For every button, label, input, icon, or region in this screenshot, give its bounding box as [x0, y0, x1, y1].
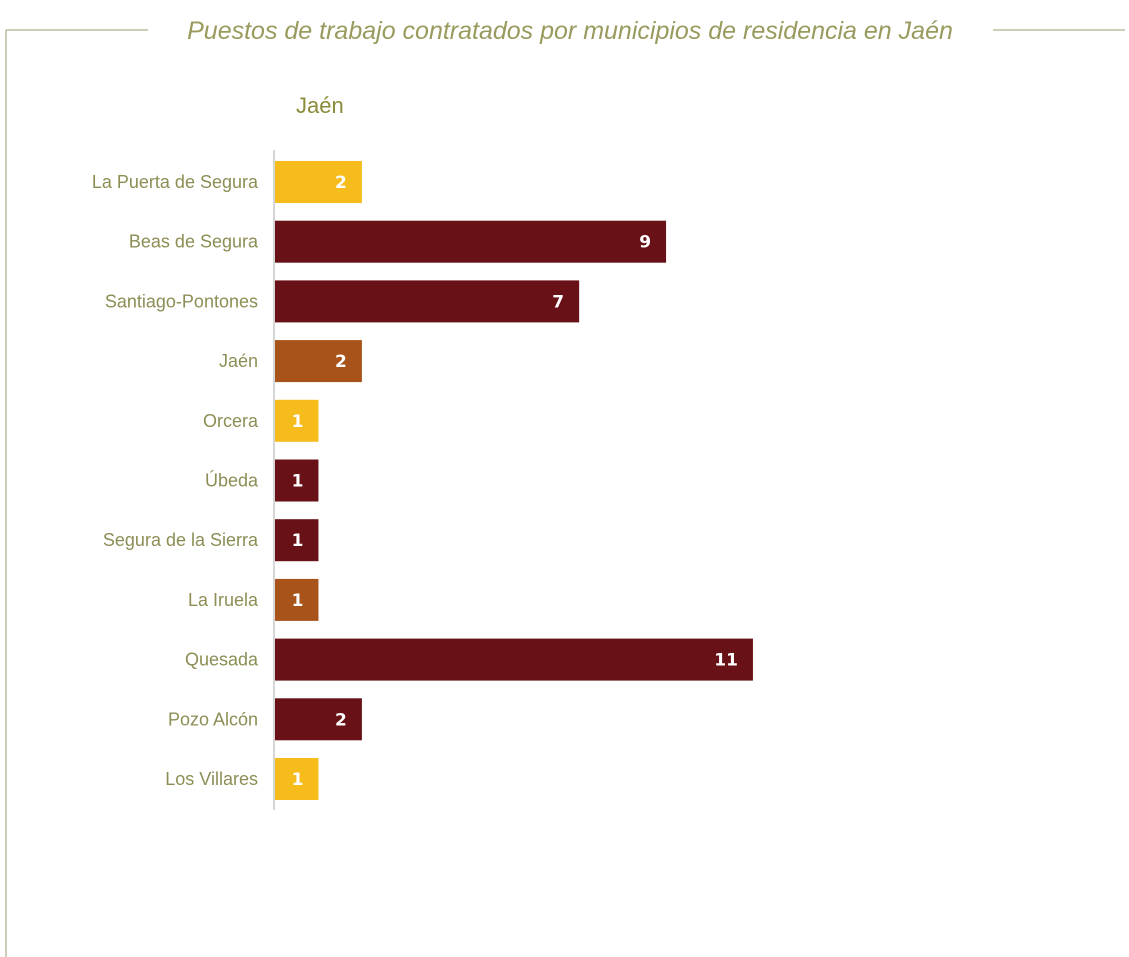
category-label-3: Santiago-Pontones	[105, 291, 258, 311]
bar-11	[275, 758, 319, 800]
bar-8	[275, 578, 319, 621]
plot-area: La Puerta de Segura 2 Beas de Segura 9 Santi…	[92, 150, 753, 810]
category-label-10: Pozo Alcón	[168, 709, 258, 729]
data-label-8: 1	[292, 591, 304, 611]
data-label-7: 1	[292, 531, 304, 551]
bar-1	[275, 161, 362, 203]
category-label-6: Úbeda	[205, 470, 259, 491]
bar-7	[275, 519, 319, 562]
bar-3	[275, 280, 580, 323]
category-label-2: Beas de Segura	[129, 232, 259, 252]
category-label-9: Quesada	[185, 650, 259, 670]
bar-10	[275, 698, 362, 741]
data-label-1: 2	[335, 173, 347, 193]
category-label-7: Segura de la Sierra	[103, 530, 259, 550]
data-label-6: 1	[292, 472, 304, 492]
data-label-3: 7	[552, 292, 564, 312]
data-label-5: 1	[292, 412, 304, 432]
bar-4	[275, 340, 362, 383]
category-label-4: Jaén	[219, 351, 258, 371]
category-label-8: La Iruela	[188, 590, 259, 610]
chart-title: Puestos de trabajo contratados por munic…	[187, 17, 953, 45]
bar-5	[275, 399, 319, 442]
category-label-11: Los Villares	[165, 769, 258, 789]
chart-border	[5, 29, 1125, 957]
data-label-10: 2	[335, 710, 347, 730]
bar-6	[275, 459, 319, 502]
data-label-9: 11	[714, 651, 738, 671]
category-label-5: Orcera	[203, 411, 259, 431]
data-label-11: 1	[292, 770, 304, 790]
bar-9	[275, 638, 753, 681]
panel-title: Jaén	[296, 93, 344, 118]
category-label-1: La Puerta de Segura	[92, 172, 259, 192]
data-label-2: 9	[639, 233, 651, 253]
data-label-4: 2	[335, 352, 347, 372]
bar-2	[275, 220, 667, 263]
